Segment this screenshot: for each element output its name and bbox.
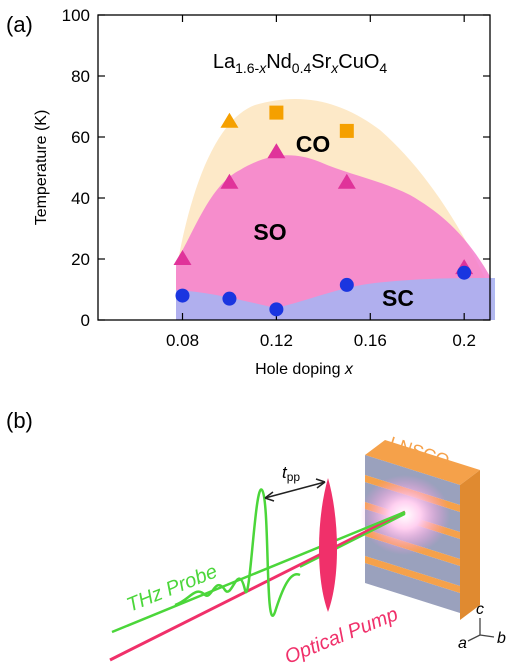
- y-axis-label: Temperature (K): [33, 110, 50, 226]
- y-tick-label: 60: [71, 128, 90, 147]
- x-tick-label: 0.08: [166, 331, 199, 350]
- pump-pulse: [319, 478, 337, 612]
- x-tick-label: 0.2: [452, 331, 476, 350]
- delay-sub: pp: [287, 470, 301, 484]
- axis-b: b: [497, 630, 506, 647]
- pump-label: Optical Pump: [282, 603, 402, 668]
- title-part: 0.4: [292, 60, 312, 76]
- y-tick-label: 80: [71, 67, 90, 86]
- title-part: La: [213, 51, 236, 73]
- circle-marker: [176, 289, 190, 303]
- square-marker: [340, 124, 354, 138]
- x-label-text: Hole doping: [255, 361, 345, 378]
- region-label: SO: [253, 219, 286, 245]
- delay-label: tpp: [282, 463, 300, 484]
- delay-arrow: [265, 482, 325, 498]
- y-tick-label: 0: [81, 311, 90, 330]
- axis-c: c: [476, 601, 484, 618]
- y-tick-label: 20: [71, 250, 90, 269]
- title-part: Nd: [266, 51, 292, 73]
- region-label: CO: [296, 131, 331, 157]
- circle-marker: [457, 266, 471, 280]
- circle-marker: [222, 292, 236, 306]
- figure: (a) 0 20 40 60 80 100 0.08 0.12 0.16 0.2 Temperatu…: [0, 0, 512, 671]
- square-marker: [269, 106, 283, 120]
- probe-beam: [112, 512, 405, 632]
- axis-a: a: [458, 635, 467, 652]
- title-part: Sr: [311, 51, 331, 73]
- x-axis-label: Hole doping x: [255, 361, 354, 378]
- x-tick-label: 0.16: [354, 331, 387, 350]
- circle-marker: [269, 302, 283, 316]
- title-part: 1.6-: [235, 60, 259, 76]
- panel-label: (b): [6, 408, 33, 433]
- region-label: SC: [382, 285, 414, 311]
- y-tick-label: 40: [71, 189, 90, 208]
- circle-marker: [340, 278, 354, 292]
- title-part: 4: [379, 60, 387, 76]
- y-tick-label: 100: [62, 6, 90, 25]
- panel-label: (a): [6, 12, 33, 37]
- title-part: CuO: [338, 51, 379, 73]
- x-tick-label: 0.12: [260, 331, 293, 350]
- axes-triad: [468, 618, 494, 641]
- chart-title: La1.6-xNd0.4SrxCuO4: [213, 51, 388, 76]
- x-label-var: x: [344, 361, 354, 378]
